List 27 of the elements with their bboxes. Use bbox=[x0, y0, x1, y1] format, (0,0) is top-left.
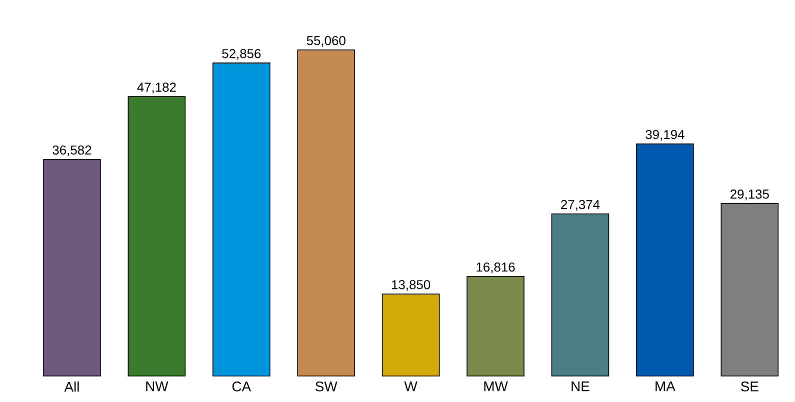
data-label: 16,816 bbox=[476, 262, 515, 274]
data-label: 52,856 bbox=[222, 49, 261, 60]
bar bbox=[382, 294, 440, 376]
data-label: 47,182 bbox=[137, 82, 176, 94]
x-tick-label: MW bbox=[484, 382, 508, 392]
data-label: 27,374 bbox=[561, 200, 600, 211]
x-tick-label: MA bbox=[656, 382, 676, 392]
x-tick-label: NE bbox=[572, 382, 590, 392]
bar bbox=[636, 143, 694, 376]
data-label: 39,194 bbox=[646, 130, 684, 141]
bar bbox=[466, 276, 524, 376]
x-tick-label: CA bbox=[232, 382, 252, 392]
x-tick-label: SE bbox=[740, 382, 758, 392]
data-label: 55,060 bbox=[306, 36, 346, 47]
x-tick-label: W bbox=[404, 382, 418, 392]
bar bbox=[551, 213, 610, 376]
data-label: 13,850 bbox=[392, 280, 430, 291]
bar bbox=[212, 62, 270, 376]
bar bbox=[720, 203, 779, 376]
data-label: 36,582 bbox=[52, 145, 92, 156]
x-tick-label: All bbox=[64, 382, 79, 392]
bar bbox=[297, 50, 356, 376]
bar bbox=[128, 96, 186, 376]
data-label: 29,135 bbox=[730, 190, 769, 200]
x-tick-label: SW bbox=[316, 382, 338, 392]
x-tick-label: NW bbox=[146, 382, 168, 392]
bar bbox=[43, 158, 101, 376]
